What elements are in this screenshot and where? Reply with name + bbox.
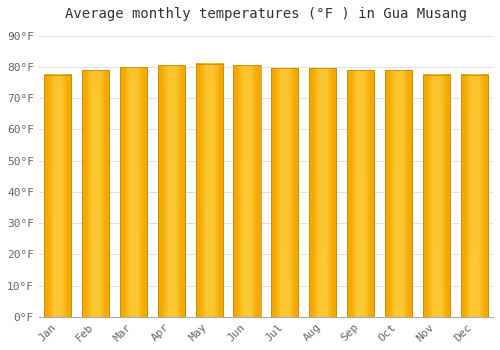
Bar xyxy=(120,67,147,317)
Title: Average monthly temperatures (°F ) in Gua Musang: Average monthly temperatures (°F ) in Gu… xyxy=(65,7,467,21)
Bar xyxy=(422,75,450,317)
Bar xyxy=(82,70,109,317)
Bar xyxy=(309,69,336,317)
Bar xyxy=(234,65,260,317)
Bar xyxy=(385,70,412,317)
Bar xyxy=(347,70,374,317)
Bar xyxy=(158,65,185,317)
Bar xyxy=(271,69,298,317)
Bar xyxy=(460,75,488,317)
Bar xyxy=(44,75,72,317)
Bar xyxy=(196,64,223,317)
